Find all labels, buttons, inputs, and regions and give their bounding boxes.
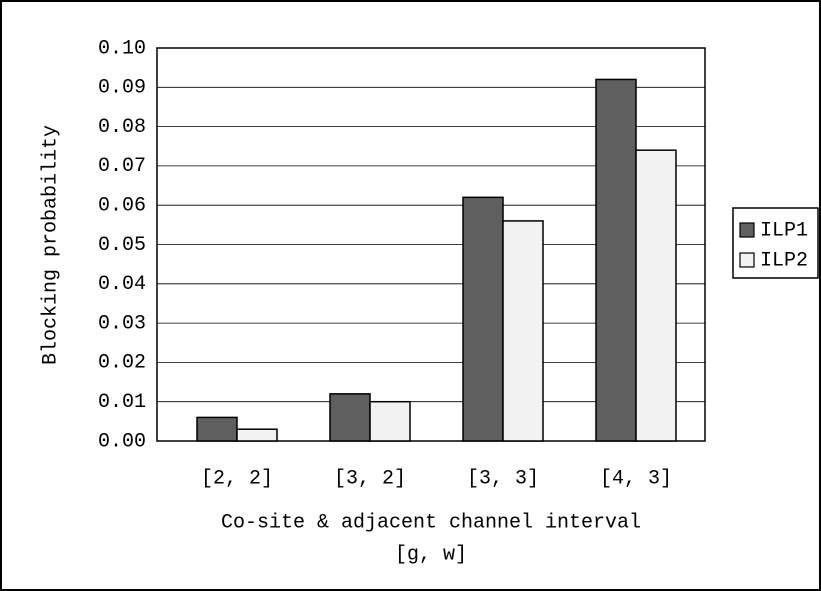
x-tick-label: [3, 2] <box>334 467 406 490</box>
bar <box>329 393 371 442</box>
y-tick-label: 0.07 <box>98 155 146 178</box>
x-tick-label: [4, 3] <box>600 467 672 490</box>
bar <box>595 78 637 442</box>
y-tick-label: 0.09 <box>98 77 146 100</box>
bar <box>462 196 504 442</box>
x-tick-label: [2, 2] <box>201 467 273 490</box>
y-tick-label: 0.00 <box>98 430 146 453</box>
bar <box>635 149 677 442</box>
y-tick-label: 0.04 <box>98 273 146 296</box>
y-axis-label: Blocking probability <box>39 125 62 365</box>
bar <box>369 400 411 442</box>
x-tick-label: [3, 3] <box>467 467 539 490</box>
legend-swatch <box>739 252 755 268</box>
y-tick-label: 0.10 <box>98 37 146 60</box>
y-tick-label: 0.03 <box>98 312 146 335</box>
legend-label: ILP2 <box>760 249 808 272</box>
legend-label: ILP1 <box>760 219 808 242</box>
y-tick-label: 0.08 <box>98 116 146 139</box>
legend-swatch <box>739 222 755 238</box>
y-tick-label: 0.02 <box>98 352 146 375</box>
x-axis-label: [g, w] <box>395 543 467 566</box>
y-tick-label: 0.01 <box>98 391 146 414</box>
bar <box>196 416 238 442</box>
x-axis-label: Co-site & adjacent channel interval <box>221 511 641 534</box>
bar <box>236 428 278 442</box>
y-tick-label: 0.06 <box>98 194 146 217</box>
bar <box>502 220 544 442</box>
y-tick-label: 0.05 <box>98 234 146 257</box>
